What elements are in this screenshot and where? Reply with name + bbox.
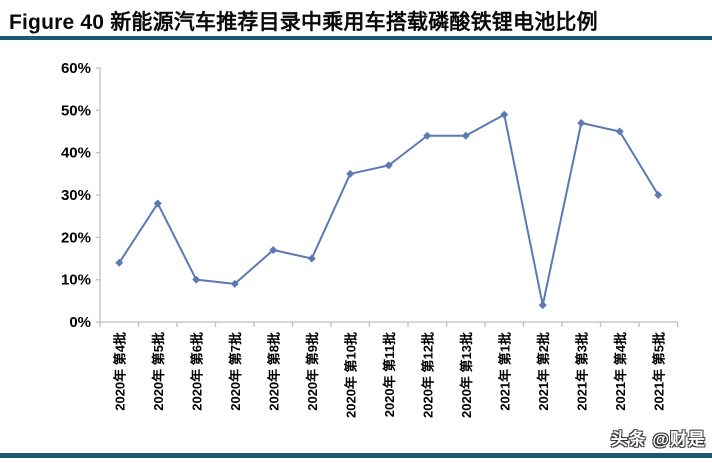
series-line (118, 113, 660, 307)
footer-bar (0, 453, 712, 458)
y-tick-label: 30% (61, 187, 91, 204)
data-point-marker (615, 127, 624, 136)
x-tick-label: 2021年 第4批 (613, 332, 628, 411)
x-tick-label: 2021年 第1批 (497, 332, 512, 411)
x-tick-label: 2020年 第6批 (189, 332, 204, 411)
x-tick-label: 2020年 第9批 (305, 332, 320, 411)
data-point-marker (307, 254, 316, 263)
data-point-marker (153, 199, 162, 208)
x-tick-label: 2021年 第2批 (536, 332, 551, 411)
x-tick-label: 2020年 第7批 (228, 332, 243, 411)
x-tick-label: 2020年 第10批 (343, 332, 358, 418)
data-point-marker (115, 258, 124, 267)
data-point-marker (230, 279, 239, 288)
y-tick-label: 10% (61, 272, 91, 289)
y-tick-label: 60% (61, 60, 91, 77)
figure-title: Figure 40 新能源汽车推荐目录中乘用车搭载磷酸铁锂电池比例 (9, 11, 598, 34)
data-point-marker (538, 301, 547, 310)
x-tick-label: 2020年 第8批 (266, 332, 281, 411)
x-tick-label: 2020年 第12批 (420, 332, 435, 418)
y-tick-label: 20% (61, 229, 91, 246)
watermark-text: 头条 @财是 (610, 430, 706, 449)
title-underline (0, 36, 712, 40)
data-point-marker (654, 191, 663, 199)
x-tick-label: 2021年 第3批 (574, 332, 589, 411)
data-point-marker (384, 161, 393, 170)
y-tick-label: 50% (61, 102, 91, 119)
data-point-marker (461, 131, 470, 140)
y-tick-label: 40% (61, 145, 91, 162)
data-point-marker (577, 119, 586, 128)
x-tick-label: 2020年 第4批 (112, 332, 127, 411)
data-point-marker (192, 275, 201, 284)
x-tick-label: 2021年 第5批 (651, 332, 666, 411)
data-point-marker (423, 131, 432, 140)
x-tick-label: 2020年 第5批 (151, 332, 166, 411)
y-tick-label: 0% (69, 314, 91, 331)
data-point-marker (269, 246, 278, 255)
x-tick-label: 2020年 第13批 (459, 332, 474, 418)
x-tick-label: 2020年 第11批 (382, 332, 397, 417)
data-point-marker (346, 169, 355, 178)
data-point-marker (500, 110, 509, 119)
